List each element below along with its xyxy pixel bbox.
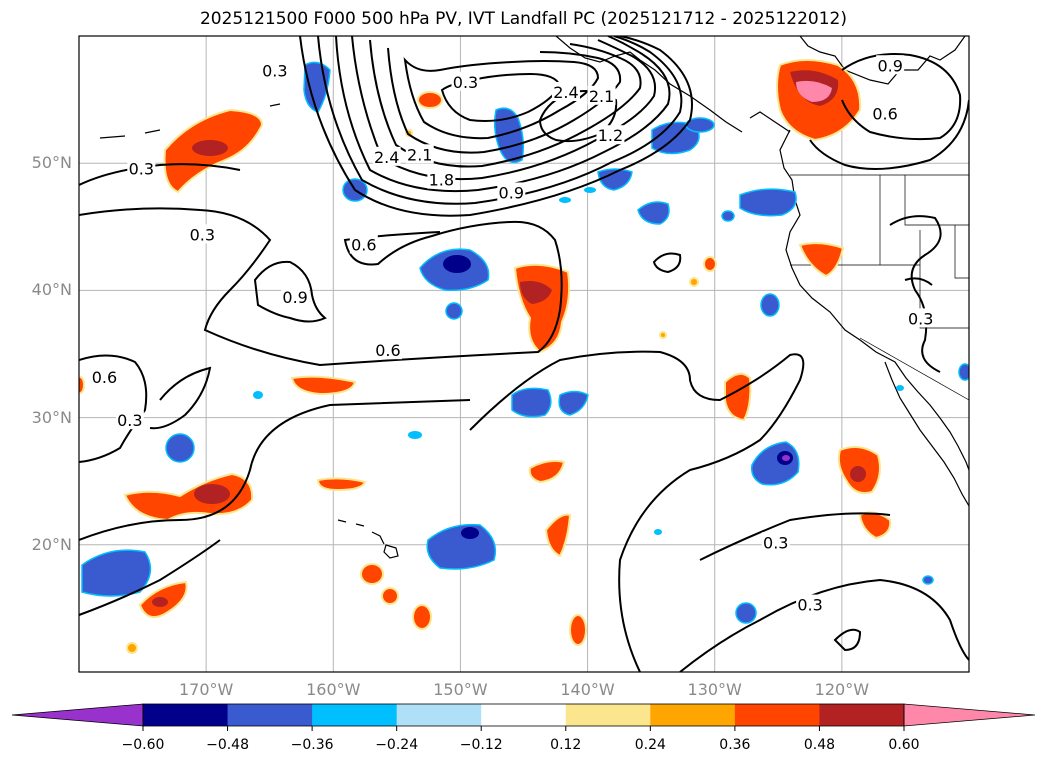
colorbar-cell — [565, 704, 651, 726]
lon-tick-label: 140°W — [560, 680, 615, 699]
colorbar-extend-low — [11, 703, 144, 727]
lon-tick-label: 150°W — [433, 680, 488, 699]
colorbar-tick-label: −0.48 — [206, 737, 249, 753]
contour-label-bg — [405, 144, 434, 164]
contour-labels: 0.3 0.3 0.3 0.3 2.1 2.4 1.2 2.4 2.1 1.8 0.9 0.6 0.9 0… — [90, 55, 935, 615]
contour-label-bg — [188, 224, 217, 244]
contour-label: 0.3 — [453, 73, 478, 92]
contour-label: 0.6 — [351, 236, 376, 255]
lon-tick-label: 120°W — [814, 680, 870, 699]
contour-label-bg — [451, 71, 480, 91]
contour-label: 0.6 — [375, 341, 400, 360]
colorbar-tick-label: −0.60 — [121, 737, 165, 753]
contour-label: 0.3 — [117, 411, 142, 430]
colorbar-tick-label: −0.12 — [459, 737, 503, 753]
positive-anomaly-features — [79, 59, 892, 654]
contour-label: 2.4 — [553, 83, 578, 102]
contour-label-bg — [596, 125, 625, 145]
contour-label: 0.3 — [763, 533, 788, 552]
contour-label: 0.3 — [262, 61, 287, 80]
contour-label-bg — [587, 85, 616, 105]
negative-anomaly-features — [81, 61, 969, 624]
contour-label-bg — [497, 182, 526, 202]
contour-label: 0.6 — [872, 105, 897, 124]
contour-label: 0.3 — [129, 159, 154, 178]
contour-label-bg — [796, 594, 825, 614]
contour-label: 2.1 — [589, 87, 614, 106]
lat-tick-label: 30°N — [31, 407, 72, 427]
colorbar-cell — [396, 704, 482, 726]
colorbar-tick-label: 0.24 — [634, 737, 666, 753]
contour-label-bg — [373, 340, 402, 360]
lon-tick-label: 160°W — [306, 680, 361, 699]
pc-shading — [79, 59, 969, 654]
state-borders — [790, 174, 969, 401]
colorbar-extend-high — [903, 703, 1036, 727]
contour-label: 0.9 — [877, 56, 902, 75]
lat-tick-label: 20°N — [31, 534, 72, 554]
contour-label-bg — [115, 410, 144, 430]
map-frame — [78, 35, 970, 673]
contour-label: 0.9 — [499, 183, 524, 202]
contour-label-bg — [876, 55, 905, 75]
colorbar-tick-label: −0.24 — [375, 737, 419, 753]
colorbar-tick-label: 0.48 — [803, 737, 836, 753]
colorbar-cell — [143, 704, 229, 726]
contour-label: 1.8 — [429, 171, 454, 190]
contour-label-bg — [90, 366, 119, 386]
colorbar — [11, 703, 1036, 727]
lon-tick-label: 170°W — [178, 680, 234, 699]
colorbar-frame — [142, 703, 905, 727]
colorbar-tick-label: 0.12 — [550, 737, 582, 753]
colorbar-cell — [227, 704, 313, 726]
contour-label: 0.3 — [908, 309, 933, 328]
colorbar-cell — [312, 704, 398, 726]
colorbar-cell — [481, 704, 567, 726]
contour-label-bg — [906, 308, 935, 328]
contour-label: 0.3 — [797, 596, 822, 615]
contour-label: 0.3 — [190, 225, 215, 244]
contour-label-bg — [349, 234, 378, 254]
contour-label-bg — [260, 60, 289, 80]
colorbar-tick-label: 0.36 — [719, 737, 751, 753]
lat-tick-label: 50°N — [31, 153, 72, 173]
contour-label-bg — [127, 158, 156, 178]
contour-label: 2.1 — [407, 145, 432, 164]
contour-label: 1.2 — [598, 126, 623, 145]
map-title: 2025121500 F000 500 hPa PV, IVT Landfall… — [199, 9, 847, 29]
colorbar-cells — [143, 704, 905, 726]
contour-label-bg — [551, 81, 580, 101]
contour-label-bg — [372, 146, 401, 166]
pv-contours — [79, 36, 969, 672]
colorbar-cell — [734, 704, 820, 726]
colorbar-cell — [819, 704, 905, 726]
lat-tick-label: 40°N — [31, 280, 72, 300]
colorbar-tick-label: 0.60 — [888, 737, 920, 753]
contour-label: 0.9 — [282, 288, 307, 307]
contour-label: 0.6 — [92, 368, 117, 387]
contour-label-bg — [281, 286, 310, 306]
colorbar-cell — [650, 704, 736, 726]
colorbar-tick-label: −0.36 — [290, 737, 334, 753]
contour-label-bg — [761, 532, 790, 552]
contour-label: 2.4 — [374, 148, 399, 167]
contour-label-bg — [427, 169, 456, 189]
lon-tick-label: 130°W — [687, 680, 742, 699]
contour-label-bg — [871, 103, 900, 123]
